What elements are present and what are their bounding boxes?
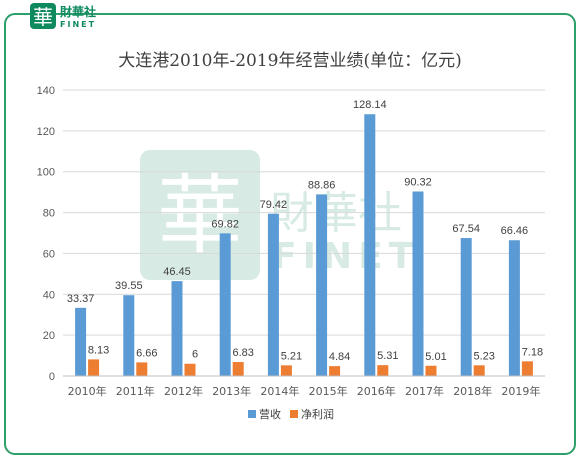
chart-title: 大连港2010年-2019年经营业绩(单位：亿元) [118,51,462,71]
y-tick-label: 100 [37,167,55,179]
x-tick-label: 2017年 [405,384,444,398]
y-tick-label: 0 [49,371,55,383]
x-tick-label: 2010年 [68,384,107,398]
y-tick-label: 60 [43,248,55,260]
y-tick-label: 40 [43,289,55,301]
legend-swatch-profit [290,410,298,418]
watermark: 華 財華社 FINET [140,150,419,280]
watermark-brand: 財華社 [270,188,402,239]
bar-profit [425,365,437,376]
legend-label-revenue: 营收 [259,407,281,421]
bar-profit [232,362,244,376]
bar-profit [184,363,196,376]
bar-revenue [460,238,472,376]
y-tick-label: 140 [37,85,55,97]
bar-revenue [267,213,279,376]
logo-brand-latin: FINET [60,20,96,29]
x-tick-label: 2014年 [260,384,299,398]
x-tick-label: 2012年 [164,384,203,398]
data-label-revenue: 88.86 [308,179,336,191]
bar-revenue [412,191,424,376]
bar-profit [329,366,341,376]
data-label-profit: 5.23 [473,350,494,362]
data-label-profit: 6.83 [232,347,253,359]
y-tick-label: 80 [43,208,55,220]
bar-revenue [508,240,520,376]
bar-profit [88,359,100,376]
bar-revenue [171,281,183,376]
bar-revenue [364,114,376,377]
x-tick-label: 2015年 [309,384,348,398]
data-label-profit: 5.21 [281,350,302,362]
logo-mark-bg [30,3,56,29]
x-axis: 2010年 2011年 2012年 2013年 2014年 2015年 2016年 2017年… [63,375,545,398]
x-tick-label: 2018年 [453,384,492,398]
x-tick-label: 2019年 [501,384,540,398]
data-label-profit: 8.13 [88,344,109,356]
legend: 营收 净利润 [248,407,334,421]
bar-profit [473,365,485,376]
bar-profit [136,362,148,376]
watermark-brand-latin: FINET [272,236,419,277]
bar-revenue [75,307,87,376]
data-label-profit: 4.84 [329,351,350,363]
data-label-revenue: 46.45 [163,266,191,278]
x-tick-label: 2016年 [357,384,396,398]
y-tick-label: 120 [37,126,55,138]
data-label-profit: 5.01 [425,351,446,363]
bar-profit [377,365,389,376]
bars: 33.37 8.13 39.55 6.66 46.45 6 69.82 6.83 79.42 5.… [67,99,543,377]
x-tick-label: 2013年 [212,384,251,398]
data-label-revenue: 33.37 [67,293,95,305]
data-label-profit: 6 [192,349,198,361]
logo-brand: 財華社 [59,4,96,19]
legend-label-profit: 净利润 [301,407,334,421]
y-tick-label: 20 [43,330,55,342]
data-label-profit: 6.66 [136,347,157,359]
bar-profit [280,365,292,376]
x-tick-label: 2011年 [116,384,155,398]
logo-mark: 華 [33,5,53,29]
data-label-revenue: 66.46 [501,225,529,237]
y-axis: 0 20 40 60 80 100 120 140 [37,85,55,383]
legend-swatch-revenue [248,410,256,418]
data-label-revenue: 90.32 [404,176,432,188]
finet-logo: 華 財華社 FINET [4,2,144,32]
bar-revenue [316,194,328,376]
data-label-profit: 5.31 [377,350,398,362]
data-label-revenue: 67.54 [452,223,480,235]
data-label-revenue: 79.42 [260,199,288,211]
bar-revenue [123,295,135,376]
data-label-profit: 7.18 [522,346,543,358]
data-label-revenue: 39.55 [115,280,143,292]
bar-profit [521,361,533,376]
data-label-revenue: 128.14 [353,99,387,111]
bar-revenue [219,233,231,376]
data-label-revenue: 69.82 [211,218,239,230]
